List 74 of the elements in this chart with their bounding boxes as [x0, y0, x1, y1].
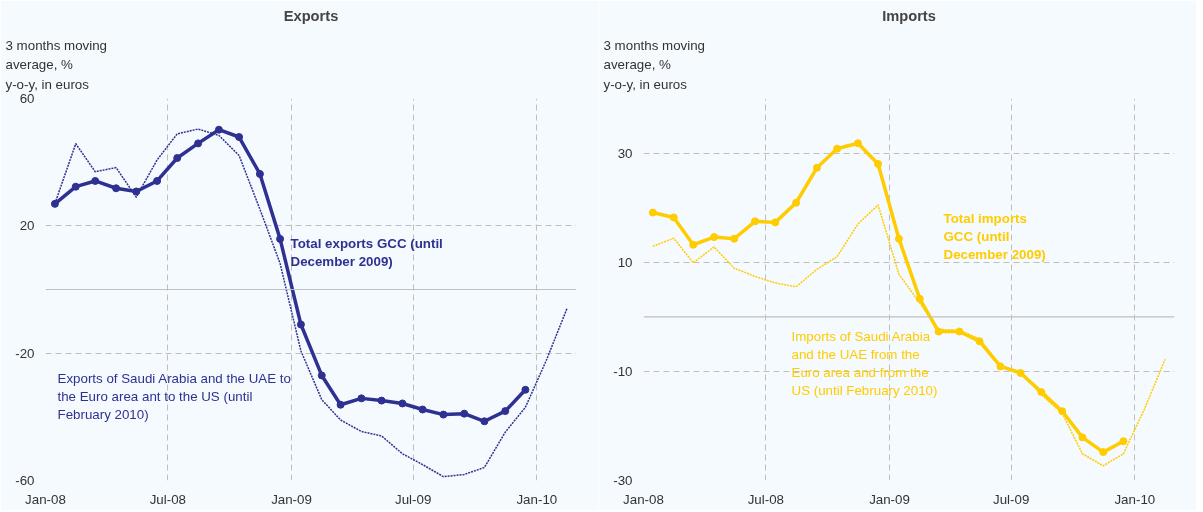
y-tick-label: -60	[15, 473, 35, 488]
point	[276, 234, 285, 243]
point	[255, 169, 264, 178]
y-tick-label: -10	[613, 363, 633, 379]
x-tick-label: Jan-08	[623, 491, 664, 507]
x-tick-label: Jan-09	[869, 491, 910, 507]
y-tick-label: 20	[19, 218, 35, 234]
point	[730, 234, 739, 243]
y-tick-label: -30	[613, 473, 633, 488]
point	[91, 176, 100, 185]
point	[689, 240, 698, 249]
point	[975, 337, 984, 346]
point	[955, 327, 964, 336]
point	[792, 198, 801, 207]
point	[153, 176, 162, 185]
point	[235, 133, 244, 142]
point	[833, 144, 842, 153]
y-tick-label: 30	[617, 145, 633, 161]
series-label: Imports of Saudi Arabia and the UAE from the Euro area and from the US (until February 2010)	[791, 328, 938, 398]
point	[460, 409, 469, 418]
chart-title: Exports	[283, 7, 339, 24]
point	[214, 125, 223, 134]
text: Total imports GCC (until December 2009)	[943, 210, 1046, 262]
point	[1119, 437, 1128, 446]
y-tick-label: -20	[15, 345, 35, 361]
point	[710, 233, 719, 242]
point	[1078, 433, 1087, 442]
point	[480, 417, 489, 426]
x-tick-label: Jul-09	[993, 491, 1030, 507]
chart-title: Imports	[882, 7, 936, 24]
point	[132, 187, 141, 196]
point	[1016, 369, 1025, 377]
point	[71, 182, 80, 191]
point	[751, 217, 760, 226]
point	[501, 407, 510, 416]
point	[112, 184, 121, 193]
x-tick-label: Jul-08	[149, 491, 186, 507]
point	[874, 159, 883, 168]
series-label: Exports of Saudi Arabia and the UAE to the Euro area ant to the US (until February 2010)	[57, 370, 291, 422]
point	[194, 139, 203, 148]
y-tick-label: 10	[617, 254, 633, 270]
x-tick-label: Jan-10	[516, 491, 558, 507]
point	[669, 213, 678, 222]
point	[996, 362, 1005, 371]
series-label: Total exports GCC (until December 2009)	[290, 235, 443, 269]
x-tick-label: Jan-08	[25, 491, 66, 507]
point	[357, 394, 366, 403]
point	[418, 405, 427, 414]
point	[812, 163, 821, 172]
point	[521, 385, 530, 394]
point	[336, 400, 345, 409]
point	[1037, 388, 1046, 397]
point	[1099, 448, 1108, 457]
y-axis-title: 3 months moving average, % y-o-y, in euros	[603, 37, 705, 92]
y-tick-label: 60	[19, 91, 35, 106]
point	[648, 208, 657, 217]
x-tick-label: Jan-09	[271, 491, 312, 507]
x-tick-label: Jan-10	[1114, 491, 1156, 507]
point	[439, 410, 448, 419]
point	[934, 327, 943, 336]
point	[377, 396, 386, 405]
point	[1058, 407, 1067, 416]
point	[771, 218, 780, 227]
point	[894, 234, 903, 243]
x-tick-label: Jul-09	[395, 491, 432, 507]
point	[853, 139, 862, 148]
x-tick-label: Jul-08	[747, 491, 784, 507]
point	[50, 199, 59, 208]
point	[173, 154, 182, 163]
point	[296, 320, 305, 329]
y-axis-title: 3 months moving average, % y-o-y, in euros	[5, 37, 107, 92]
point	[915, 294, 924, 303]
point	[317, 371, 326, 380]
point	[398, 399, 407, 408]
